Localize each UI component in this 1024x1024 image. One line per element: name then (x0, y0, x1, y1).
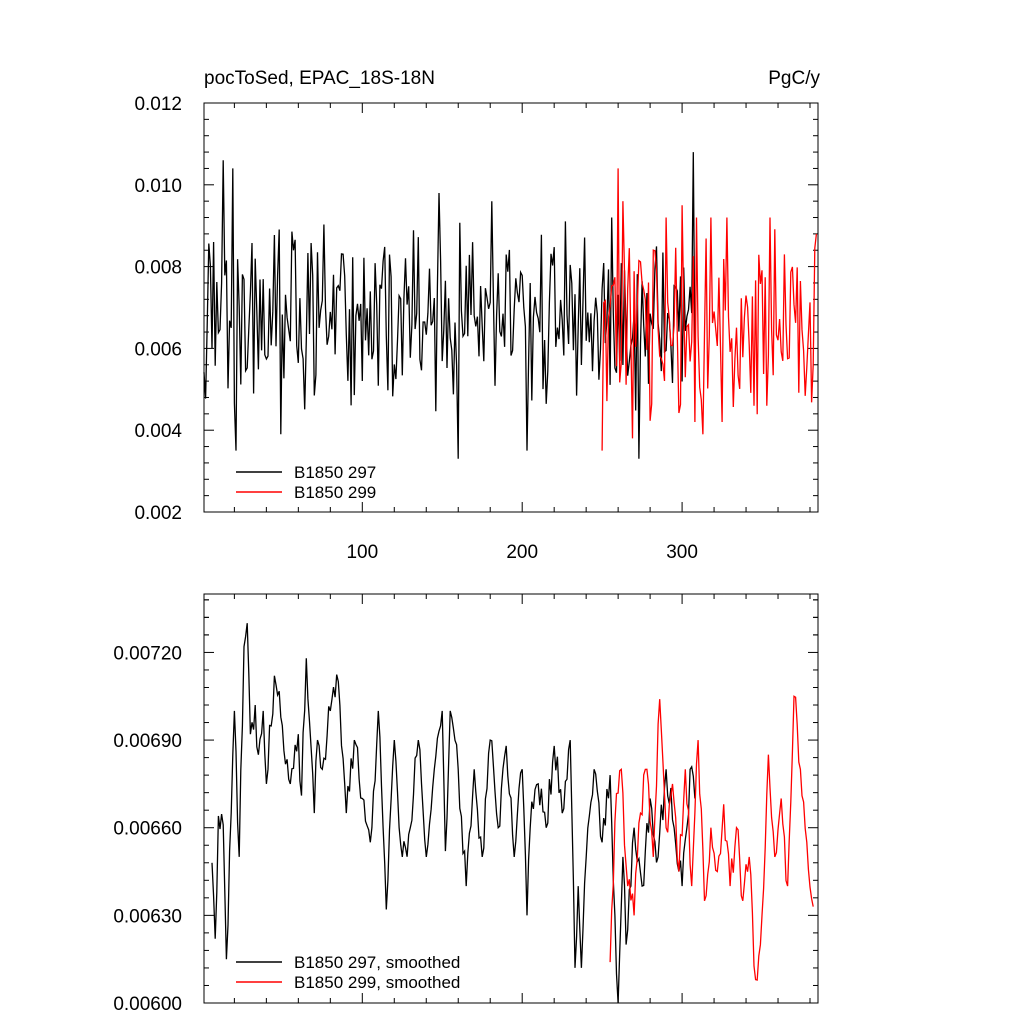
series-line-b1850-297-smoothed (211, 623, 696, 1004)
x-tick-label: 300 (666, 542, 698, 563)
y-tick-label: 0.008 (134, 258, 182, 279)
bottom-chart-ticks: 0.00600 0.00630 0.00660 0.00690 0.00720 (113, 594, 818, 1015)
y-tick-label: 0.00630 (113, 906, 182, 927)
legend-label-b1850-299: B1850 299 (294, 483, 376, 502)
y-tick-label: 0.00660 (113, 819, 182, 840)
top-chart-ticks: 0.002 0.004 0.006 0.008 0.010 0.012 100 200 300 (134, 94, 818, 563)
legend-label-b1850-297: B1850 297 (294, 463, 376, 482)
y-tick-label: 0.012 (134, 94, 182, 115)
top-chart-lines (203, 152, 818, 459)
bottom-chart-legend: B1850 297, smoothed B1850 299, smoothed (236, 953, 460, 992)
top-chart-title: pocToSed, EPAC_18S-18N (204, 68, 435, 89)
x-tick-label: 200 (506, 542, 538, 563)
y-tick-label: 0.00600 (113, 994, 182, 1015)
legend-label-b1850-299-smoothed: B1850 299, smoothed (294, 973, 460, 992)
top-chart-legend: B1850 297 B1850 299 (236, 463, 376, 502)
y-tick-label: 0.006 (134, 339, 182, 360)
y-tick-label: 0.010 (134, 176, 182, 197)
legend-label-b1850-297-smoothed: B1850 297, smoothed (294, 953, 460, 972)
y-tick-label: 0.00690 (113, 731, 182, 752)
y-tick-label: 0.00720 (113, 643, 182, 664)
bottom-chart-frame (203, 593, 819, 1004)
bottom-chart-lines (211, 623, 814, 1004)
y-tick-label: 0.002 (134, 503, 182, 524)
bottom-chart: 0.00600 0.00630 0.00660 0.00690 0.00720 B185… (113, 593, 819, 1015)
series-line-b1850-299-smoothed (609, 695, 814, 981)
series-line-b1850-299 (601, 168, 818, 451)
x-tick-label: 100 (346, 542, 378, 563)
series-line-b1850-297 (203, 152, 696, 459)
y-tick-label: 0.004 (134, 421, 182, 442)
top-chart-frame (203, 102, 819, 513)
top-chart-units: PgC/y (768, 68, 820, 89)
